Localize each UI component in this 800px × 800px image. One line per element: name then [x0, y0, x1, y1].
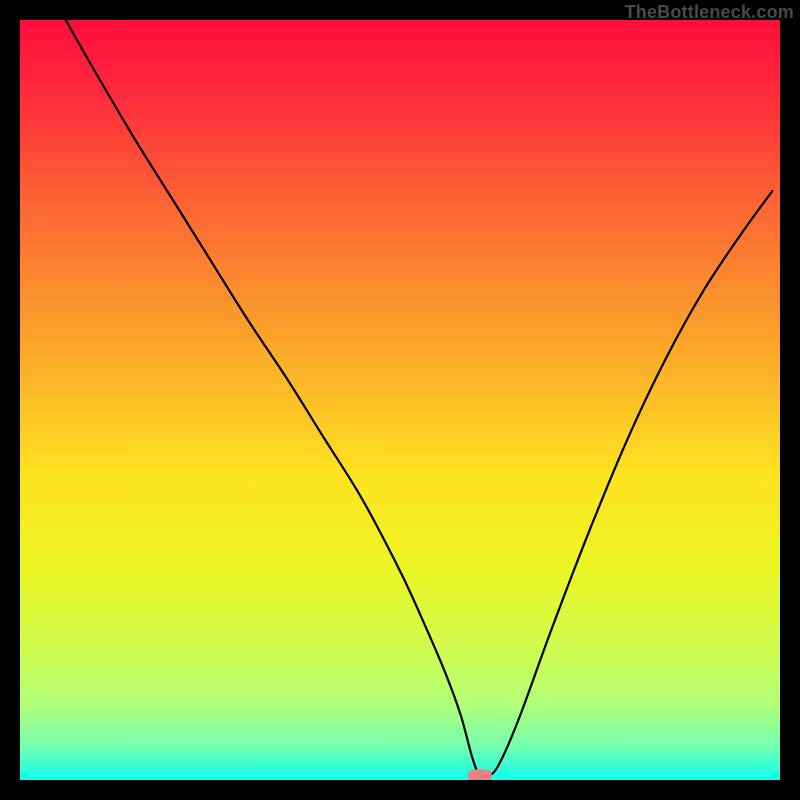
chart-container: TheBottleneck.com [0, 0, 800, 800]
plot-area [20, 20, 780, 782]
bottleneck-curve-chart [0, 0, 800, 800]
gradient-background [20, 20, 780, 780]
minimum-marker [468, 769, 492, 781]
watermark-label: TheBottleneck.com [625, 2, 794, 23]
